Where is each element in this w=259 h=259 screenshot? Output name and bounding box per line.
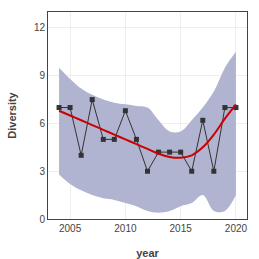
svg-text:year: year [136, 247, 159, 259]
svg-text:Diversity: Diversity [6, 91, 18, 138]
svg-text:2005: 2005 [59, 223, 82, 234]
svg-text:0: 0 [39, 214, 45, 225]
svg-text:12: 12 [34, 22, 46, 33]
svg-text:9: 9 [39, 70, 45, 81]
svg-text:2010: 2010 [114, 223, 137, 234]
svg-text:2020: 2020 [225, 223, 248, 234]
svg-text:6: 6 [39, 118, 45, 129]
svg-text:2015: 2015 [170, 223, 193, 234]
svg-text:3: 3 [39, 166, 45, 177]
